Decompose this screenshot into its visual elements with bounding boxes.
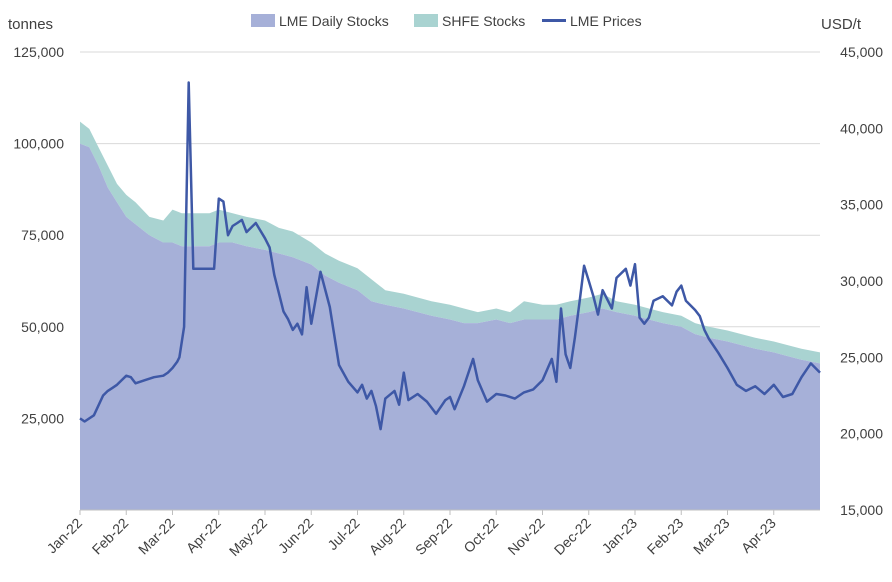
legend-label: LME Prices: [570, 13, 642, 29]
stock-areas: [80, 121, 820, 510]
right-tick-label: 15,000: [840, 502, 883, 518]
x-tick-label: May-22: [226, 515, 270, 559]
left-tick-label: 25,000: [21, 410, 64, 426]
right-tick-label: 40,000: [840, 120, 883, 136]
legend: LME Daily Stocks SHFE Stocks LME Prices: [251, 13, 642, 29]
x-tick-label: Mar-22: [135, 515, 178, 558]
right-tick-label: 45,000: [840, 44, 883, 60]
x-axis-ticks: Jan-22 Feb-22 Mar-22 Apr-22 May-22 Jun-22 Jul-…: [44, 510, 779, 559]
right-tick-label: 25,000: [840, 349, 883, 365]
x-tick-label: Jul-22: [324, 515, 362, 553]
x-tick-label: Jan-23: [599, 515, 641, 557]
price-line-group: [79, 81, 821, 431]
x-tick-label: Nov-22: [504, 515, 547, 558]
right-tick-label: 20,000: [840, 426, 883, 442]
right-axis-ticks: 15,000 20,000 25,000 30,000 35,000 40,000 45,0…: [840, 44, 883, 518]
lme-prices-line: [79, 81, 821, 431]
lme-stocks-area: [80, 143, 820, 510]
x-tick-label: Jun-22: [275, 515, 317, 557]
x-tick-label: Sep-22: [412, 515, 455, 558]
right-axis-unit: USD/t: [821, 16, 862, 33]
x-tick-label: Oct-22: [460, 515, 501, 556]
legend-swatch: [414, 14, 438, 27]
left-axis-unit: tonnes: [8, 16, 53, 33]
right-tick-label: 35,000: [840, 197, 883, 213]
x-tick-label: Feb-22: [89, 515, 132, 558]
x-tick-label: Apr-22: [183, 515, 224, 556]
x-tick-label: Jan-22: [44, 515, 86, 557]
x-tick-label: Apr-23: [738, 515, 779, 556]
legend-label: LME Daily Stocks: [279, 13, 389, 29]
legend-swatch: [251, 14, 275, 27]
x-tick-label: Feb-23: [644, 515, 687, 558]
right-tick-label: 30,000: [840, 273, 883, 289]
legend-label: SHFE Stocks: [442, 13, 525, 29]
x-tick-label: Mar-23: [690, 515, 733, 558]
left-tick-label: 75,000: [21, 227, 64, 243]
x-tick-label: Aug-22: [366, 515, 409, 558]
left-tick-label: 125,000: [13, 44, 64, 60]
left-tick-label: 50,000: [21, 319, 64, 335]
left-axis-ticks: 25,000 50,000 75,000 100,000 125,000: [13, 44, 64, 426]
x-tick-label: Dec-22: [551, 515, 594, 558]
left-tick-label: 100,000: [13, 136, 64, 152]
